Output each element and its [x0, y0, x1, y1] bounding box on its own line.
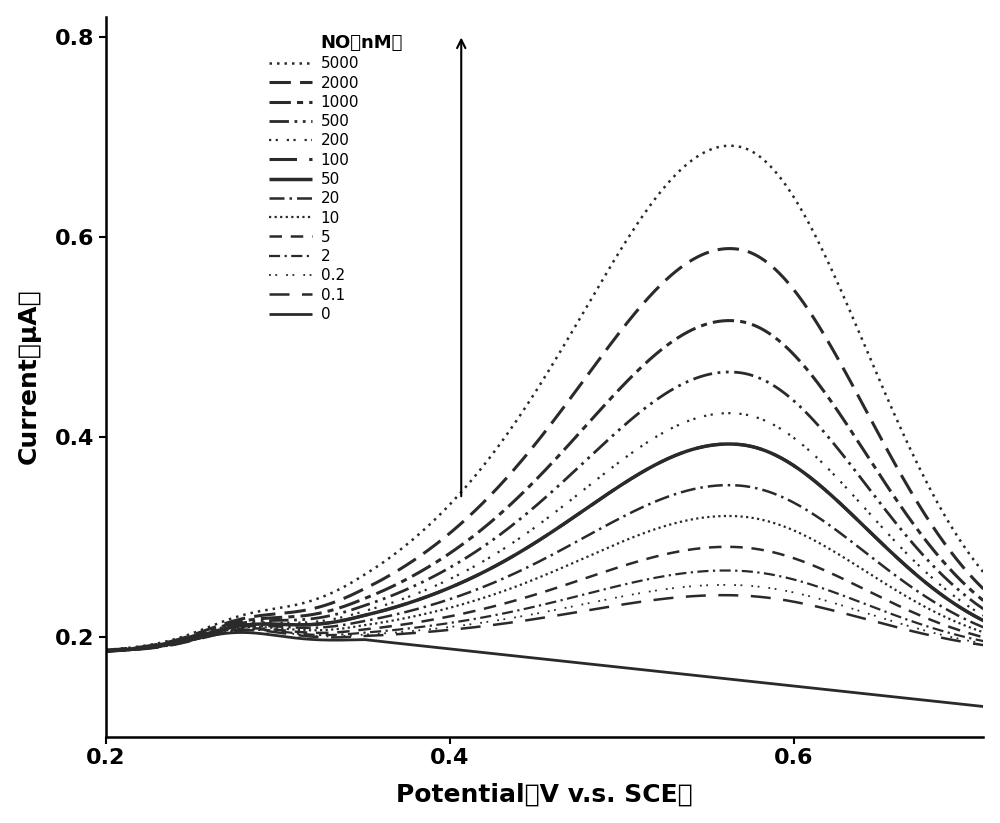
Legend: NO（nM）, 5000, 2000, 1000, 500, 200, 100, 50, 20, 10, 5, 2, 0.2, 0.1, 0: NO（nM）, 5000, 2000, 1000, 500, 200, 100,… [263, 28, 409, 328]
X-axis label: Potential（V v.s. SCE）: Potential（V v.s. SCE） [396, 783, 693, 807]
Y-axis label: Current（μA）: Current（μA） [17, 289, 41, 464]
